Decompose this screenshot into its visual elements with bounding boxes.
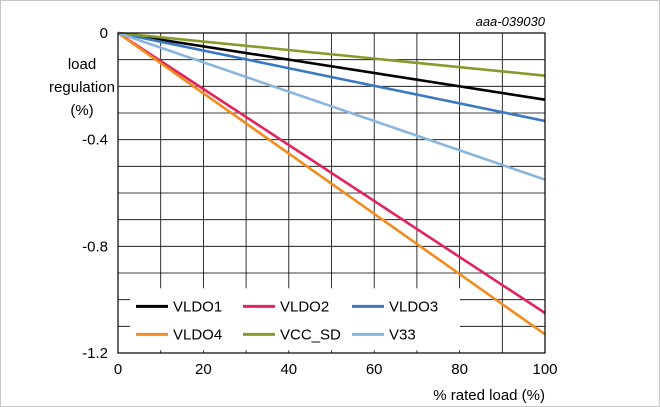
y-axis-label-line-1: load <box>68 56 96 73</box>
y-tick-label: -1.2 <box>82 345 108 362</box>
legend-label-vldo3: VLDO3 <box>389 298 438 315</box>
y-tick-label: -0.4 <box>82 132 108 149</box>
series-line-vldo4 <box>117 31 546 336</box>
x-tick-label: 0 <box>114 361 122 378</box>
legend-label-vldo1: VLDO1 <box>173 298 222 315</box>
legend-label-vldo4: VLDO4 <box>173 326 222 343</box>
y-axis-label-line-3: (%) <box>70 102 93 119</box>
series-line-vldo3 <box>117 31 546 123</box>
y-tick-label: 0 <box>100 25 108 42</box>
x-axis-label: % rated load (%) <box>433 387 545 404</box>
series-line-v33 <box>117 31 546 181</box>
legend-background <box>130 288 460 351</box>
series-line-vldo1 <box>117 31 546 101</box>
x-tick-label: 100 <box>532 361 557 378</box>
x-tick-label: 20 <box>195 361 212 378</box>
tick-labels: 0 20 40 60 80 100 0 -0.4 -0.8 -1.2 <box>82 25 557 378</box>
x-tick-label: 60 <box>366 361 383 378</box>
series-line-vcc_sd <box>117 31 546 77</box>
y-axis-label-line-2: regulation <box>49 79 115 96</box>
figure-id: aaa-039030 <box>476 14 546 29</box>
legend-label-vldo2: VLDO2 <box>280 298 329 315</box>
y-tick-label: -0.8 <box>82 238 108 255</box>
legend-label-vcc_sd: VCC_SD <box>280 326 341 343</box>
legend-label-v33: V33 <box>389 326 416 343</box>
legend: VLDO1 VLDO2 VLDO3 VLDO4 VCC_SD V33 <box>130 288 460 351</box>
plot-border <box>117 32 546 354</box>
series-line-vldo2 <box>117 31 546 315</box>
x-tick-label: 40 <box>280 361 297 378</box>
series-lines <box>117 31 546 336</box>
x-tick-label: 80 <box>451 361 468 378</box>
